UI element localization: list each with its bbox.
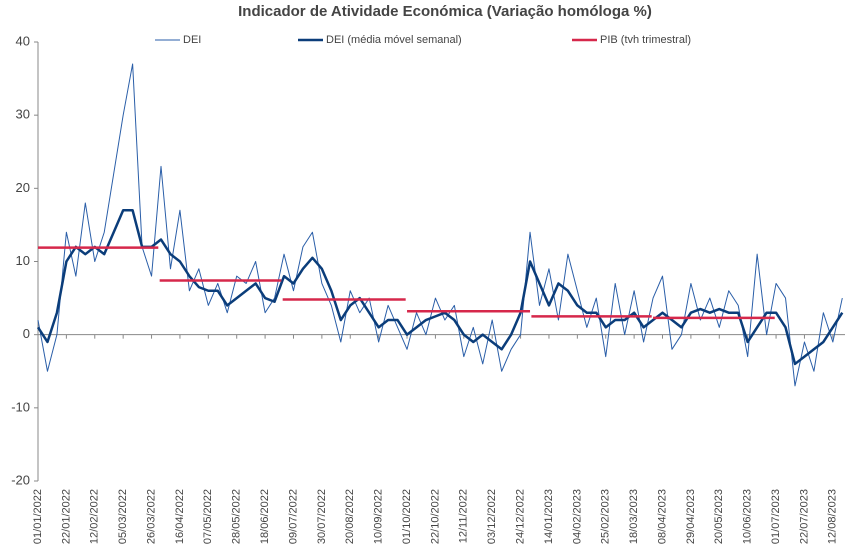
series-line bbox=[37, 63, 843, 387]
x-tick-label: 24/12/2022 bbox=[514, 489, 526, 544]
x-tick-label: 18/03/2023 bbox=[628, 489, 640, 544]
x-tick-label: 30/07/2022 bbox=[316, 489, 328, 544]
x-tick-label: 26/03/2022 bbox=[145, 489, 157, 544]
x-tick-label: 12/11/2022 bbox=[458, 489, 470, 543]
y-tick-label: 30 bbox=[16, 107, 30, 122]
x-tick-label: 18/06/2022 bbox=[259, 489, 271, 544]
series-line bbox=[36, 209, 844, 366]
x-tick-label: 01/07/2023 bbox=[770, 489, 782, 544]
y-tick-label: 20 bbox=[16, 180, 30, 195]
x-tick-label: 25/02/2023 bbox=[600, 489, 612, 544]
y-tick-label: -10 bbox=[11, 399, 30, 414]
y-tick-label: 10 bbox=[16, 253, 30, 268]
x-tick-label: 09/07/2022 bbox=[287, 489, 299, 544]
x-tick-label: 14/01/2023 bbox=[543, 489, 555, 544]
y-tick-label: -20 bbox=[11, 472, 30, 487]
x-tick-label: 22/10/2022 bbox=[429, 489, 441, 544]
x-tick-label: 20/05/2023 bbox=[713, 489, 725, 544]
x-tick-label: 20/08/2022 bbox=[344, 489, 356, 544]
chart-title: Indicador de Atividade Económica (Variaç… bbox=[238, 3, 652, 20]
y-tick-label: 40 bbox=[16, 33, 30, 48]
x-tick-label: 10/06/2023 bbox=[742, 489, 754, 544]
x-tick-label: 01/01/2022 bbox=[32, 489, 44, 544]
x-tick-label: 01/10/2022 bbox=[401, 489, 413, 544]
x-tick-label: 29/04/2023 bbox=[685, 489, 697, 544]
x-tick-label: 12/02/2022 bbox=[89, 489, 101, 544]
legend-label: PIB (tvh trimestral) bbox=[600, 34, 691, 46]
x-tick-label: 07/05/2022 bbox=[202, 489, 214, 544]
x-tick-label: 28/05/2022 bbox=[231, 489, 243, 544]
legend-label: DEI bbox=[183, 34, 201, 46]
x-tick-label: 22/07/2023 bbox=[798, 489, 810, 544]
x-tick-label: 04/02/2023 bbox=[571, 489, 583, 544]
x-tick-label: 16/04/2022 bbox=[174, 489, 186, 544]
x-tick-label: 08/04/2023 bbox=[656, 489, 668, 544]
legend-label: DEI (média móvel semanal) bbox=[326, 34, 462, 46]
x-tick-label: 10/09/2022 bbox=[373, 489, 385, 544]
x-tick-label: 03/12/2022 bbox=[486, 489, 498, 544]
x-tick-label: 05/03/2022 bbox=[117, 489, 129, 544]
x-tick-label: 12/08/2023 bbox=[827, 489, 839, 544]
x-tick-label: 22/01/2022 bbox=[60, 489, 72, 544]
y-tick-label: 0 bbox=[23, 326, 30, 341]
